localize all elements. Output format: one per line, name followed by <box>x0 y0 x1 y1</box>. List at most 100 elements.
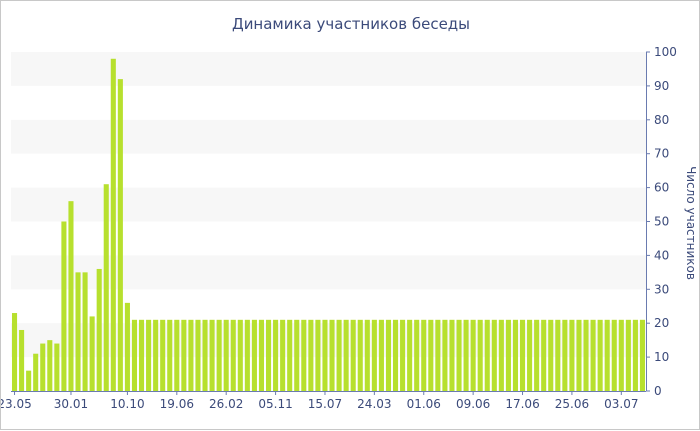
bar[interactable] <box>569 319 575 391</box>
bar[interactable] <box>392 319 399 391</box>
bar[interactable] <box>301 319 307 391</box>
bar[interactable] <box>19 329 25 391</box>
bar[interactable] <box>75 272 81 391</box>
grid-band <box>11 119 646 154</box>
y-tick-label: 40 <box>654 248 669 262</box>
bar[interactable] <box>505 319 511 391</box>
bar[interactable] <box>117 79 123 392</box>
x-tick-label: 30.01 <box>54 397 88 411</box>
bar[interactable] <box>322 319 328 391</box>
bar[interactable] <box>54 343 60 391</box>
x-tick-label: 26.02 <box>209 397 243 411</box>
x-tick-label: 24.03 <box>357 397 391 411</box>
bar[interactable] <box>61 221 67 392</box>
bar[interactable] <box>625 319 631 391</box>
bar[interactable] <box>251 319 257 391</box>
bar[interactable] <box>435 319 441 391</box>
bar[interactable] <box>555 319 561 391</box>
bar[interactable] <box>541 319 547 391</box>
bar[interactable] <box>548 319 554 391</box>
bar[interactable] <box>385 319 392 391</box>
bar[interactable] <box>82 272 88 391</box>
bar[interactable] <box>26 370 32 391</box>
bar[interactable] <box>350 319 356 391</box>
bar[interactable] <box>40 343 46 391</box>
bar[interactable] <box>273 319 279 391</box>
bar[interactable] <box>428 319 434 391</box>
bar[interactable] <box>583 319 589 391</box>
x-tick-label: 09.06 <box>456 397 490 411</box>
bar[interactable] <box>484 319 490 391</box>
bar[interactable] <box>527 319 533 391</box>
bar[interactable] <box>470 319 476 391</box>
bar[interactable] <box>442 319 448 391</box>
bar[interactable] <box>237 319 243 391</box>
bar[interactable] <box>498 319 504 391</box>
bar[interactable] <box>519 319 526 391</box>
bar[interactable] <box>639 319 646 391</box>
bar[interactable] <box>209 319 215 391</box>
bar[interactable] <box>400 319 406 391</box>
bar[interactable] <box>223 319 229 391</box>
bar[interactable] <box>244 319 250 391</box>
bar[interactable] <box>138 319 145 391</box>
bar[interactable] <box>456 319 462 391</box>
bar[interactable] <box>357 319 363 391</box>
bar[interactable] <box>534 319 540 391</box>
bar[interactable] <box>195 319 201 391</box>
bar[interactable] <box>590 319 596 391</box>
bar[interactable] <box>280 319 286 391</box>
bar[interactable] <box>604 319 610 391</box>
bar[interactable] <box>294 319 300 391</box>
bar[interactable] <box>131 319 138 391</box>
bar[interactable] <box>110 58 116 391</box>
bar[interactable] <box>562 319 568 391</box>
bar[interactable] <box>378 319 384 391</box>
bar[interactable] <box>202 319 208 391</box>
bar[interactable] <box>407 319 413 391</box>
grid-band <box>11 52 646 86</box>
bar[interactable] <box>336 319 342 391</box>
bar[interactable] <box>597 319 603 391</box>
bar[interactable] <box>576 319 582 391</box>
bar[interactable] <box>618 319 624 391</box>
bar[interactable] <box>153 319 159 391</box>
bar[interactable] <box>343 319 349 391</box>
bar[interactable] <box>167 319 173 391</box>
bar[interactable] <box>315 319 321 391</box>
x-tick-label: 17.06 <box>505 397 539 411</box>
bar[interactable] <box>181 319 187 391</box>
bar[interactable] <box>421 319 427 391</box>
bar[interactable] <box>68 201 74 391</box>
bar[interactable] <box>188 319 194 391</box>
bar[interactable] <box>287 319 293 391</box>
bar[interactable] <box>414 319 420 391</box>
bar[interactable] <box>371 319 377 391</box>
bar[interactable] <box>265 319 272 391</box>
y-tick-label: 60 <box>654 181 669 195</box>
bar[interactable] <box>611 319 617 391</box>
bar[interactable] <box>632 319 638 391</box>
bar[interactable] <box>124 302 130 391</box>
bar[interactable] <box>329 319 335 391</box>
bar[interactable] <box>174 319 180 391</box>
bar[interactable] <box>146 319 152 391</box>
bar[interactable] <box>491 319 497 391</box>
bar[interactable] <box>258 319 265 391</box>
bar[interactable] <box>216 319 222 391</box>
bar[interactable] <box>89 316 95 391</box>
bar[interactable] <box>477 319 483 391</box>
bar[interactable] <box>308 319 314 391</box>
bar[interactable] <box>11 313 18 391</box>
bar[interactable] <box>47 340 53 391</box>
bar[interactable] <box>463 319 469 391</box>
bar[interactable] <box>33 353 39 391</box>
x-tick-label: 05.11 <box>258 397 292 411</box>
bar[interactable] <box>230 319 236 391</box>
bar[interactable] <box>103 184 109 391</box>
bar[interactable] <box>160 319 166 391</box>
bar[interactable] <box>364 319 370 391</box>
bar[interactable] <box>449 319 455 391</box>
bar[interactable] <box>512 319 519 391</box>
bar[interactable] <box>96 268 102 391</box>
